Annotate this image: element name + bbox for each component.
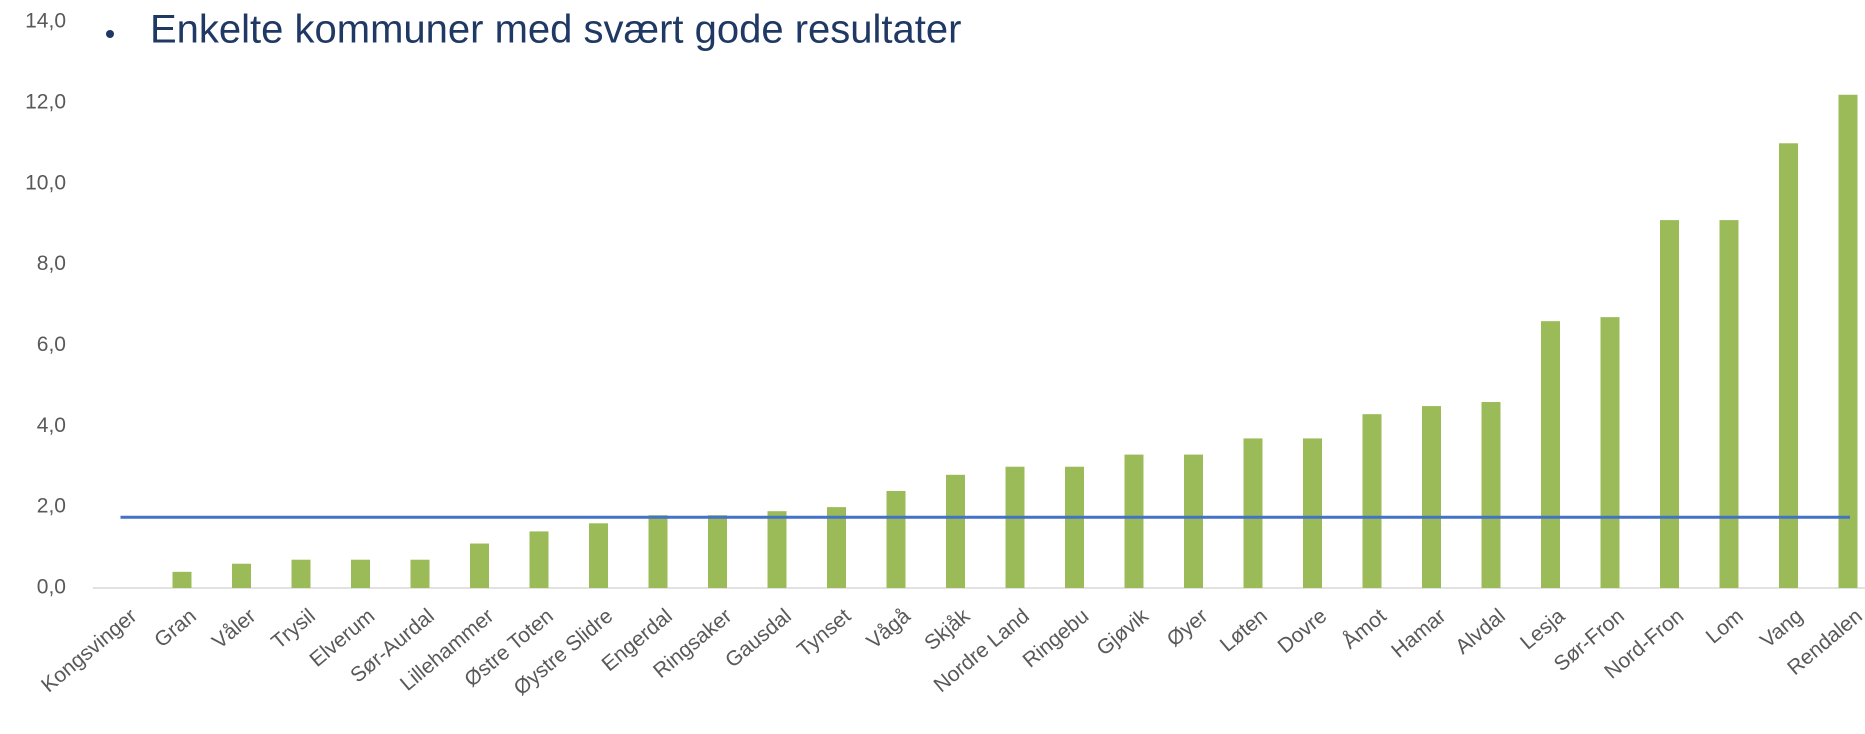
x-tick-label: Dovre	[1274, 604, 1332, 658]
bar	[1065, 466, 1084, 588]
x-tick-label: Løten	[1216, 604, 1272, 656]
x-tick-label: Alvdal	[1451, 604, 1510, 658]
bar	[946, 474, 965, 588]
bar	[1719, 220, 1739, 588]
x-tick-label: Åmot	[1338, 604, 1390, 653]
bar	[1124, 454, 1144, 588]
bar	[827, 507, 846, 588]
bar	[232, 563, 251, 588]
x-tick-label: Gausdal	[721, 604, 796, 672]
y-tick-label: 6,0	[37, 333, 66, 356]
bar	[886, 490, 906, 588]
bar	[1005, 466, 1025, 588]
bar	[767, 511, 787, 588]
x-tick-label: Vågå	[862, 604, 915, 653]
bar	[291, 559, 311, 588]
x-tick-label: Hamar	[1387, 604, 1450, 662]
x-tick-label: Gran	[150, 604, 201, 652]
bar	[1838, 94, 1858, 589]
x-tick-label: Lom	[1702, 604, 1748, 648]
y-tick-label: 10,0	[25, 171, 66, 194]
bar	[1779, 143, 1798, 589]
y-tick-label: 4,0	[37, 414, 66, 437]
bar	[529, 531, 549, 588]
bar	[172, 571, 192, 588]
bar	[708, 515, 727, 588]
y-tick-label: 2,0	[37, 495, 66, 518]
bar	[470, 543, 489, 588]
x-tick-label: Trysil	[267, 604, 320, 653]
y-tick-label: 0,0	[37, 576, 66, 599]
bar	[410, 559, 430, 588]
x-tick-label: Våler	[208, 604, 260, 653]
bar	[1660, 220, 1679, 588]
y-tick-label: 8,0	[37, 252, 66, 275]
x-tick-label: Vang	[1756, 604, 1807, 652]
x-tick-label: Kongsvinger	[37, 604, 141, 697]
x-tick-label: Lesja	[1516, 604, 1569, 654]
chart-title: Enkelte kommuner med svært gode resultat…	[150, 8, 961, 52]
bullet	[106, 30, 114, 38]
x-tick-label: Gjøvik	[1092, 604, 1153, 660]
bar	[1362, 414, 1382, 588]
bar	[1422, 406, 1441, 588]
bar	[1541, 321, 1560, 588]
y-tick-label: 12,0	[25, 90, 66, 113]
bar	[589, 523, 608, 588]
bar	[1600, 317, 1620, 588]
x-tick-label: Ringebu	[1019, 604, 1094, 672]
x-tick-label: Øyer	[1163, 604, 1213, 651]
bar	[1481, 402, 1501, 588]
bar	[351, 559, 370, 588]
bar	[648, 515, 668, 588]
bar	[1184, 454, 1203, 588]
x-tick-label: Tynset	[793, 604, 855, 661]
y-tick-label: 14,0	[25, 10, 66, 33]
bar	[1243, 438, 1263, 588]
bar	[1303, 438, 1322, 588]
